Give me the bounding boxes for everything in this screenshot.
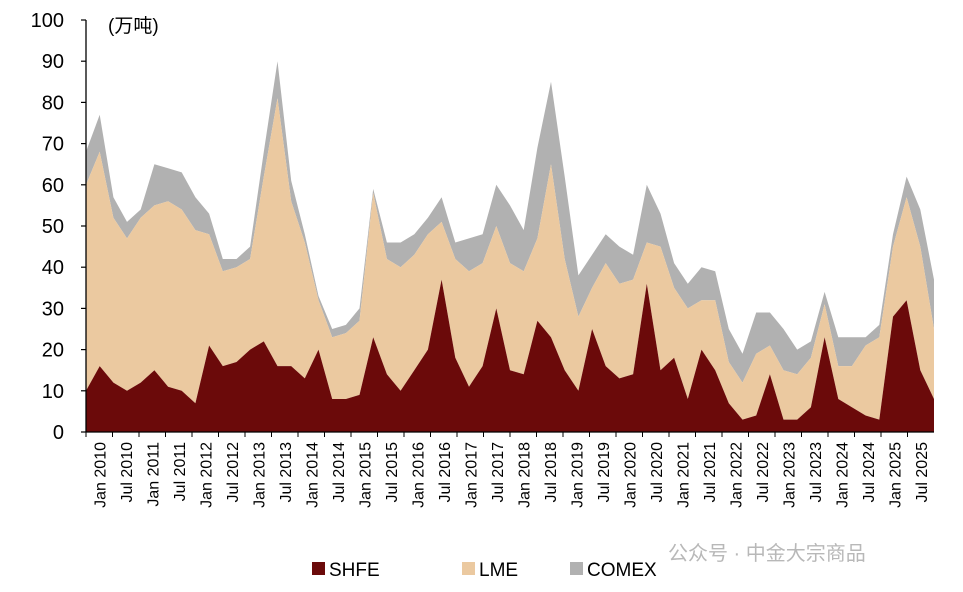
x-tick-label: Jul 2025 xyxy=(914,442,931,503)
x-tick-labels: Jan 2010 Jul 2010 Jan 2011 Jul 2011 Jan 2012… xyxy=(85,432,931,508)
x-tick-label: Jan 2017 xyxy=(463,442,480,508)
x-tick-label: Jan 2014 xyxy=(304,442,321,508)
x-tick-label: Jan 2024 xyxy=(834,442,851,508)
x-tick-label: Jan 2016 xyxy=(410,442,427,508)
y-tick-label: 50 xyxy=(42,216,64,238)
x-tick-label: Jan 2025 xyxy=(887,442,904,508)
legend-swatch-lme xyxy=(462,562,475,575)
x-tick-label: Jan 2013 xyxy=(251,442,268,508)
y-tick-labels: 0 10 20 30 40 50 60 70 80 90 100 xyxy=(31,10,86,444)
x-tick-label: Jul 2022 xyxy=(755,442,772,503)
x-tick-label: Jul 2016 xyxy=(437,442,454,503)
x-tick-label: Jan 2012 xyxy=(198,442,215,508)
y-tick-label: 100 xyxy=(31,10,64,32)
x-tick-label: Jan 2023 xyxy=(781,442,798,508)
y-tick-label: 30 xyxy=(42,298,64,320)
legend-label-comex: COMEX xyxy=(587,560,657,581)
x-tick-label: Jul 2018 xyxy=(543,442,560,503)
watermark-text: 公众号 · 中金大宗商品 xyxy=(668,542,866,565)
x-tick-label: Jul 2024 xyxy=(861,442,878,503)
x-tick-label: Jan 2011 xyxy=(145,442,162,507)
legend-swatch-shfe xyxy=(312,562,325,575)
x-tick-label: Jul 2015 xyxy=(384,442,401,503)
y-tick-label: 10 xyxy=(42,381,64,403)
y-tick-label: 60 xyxy=(42,175,64,197)
x-tick-label: Jan 2020 xyxy=(622,442,639,508)
legend-label-lme: LME xyxy=(479,560,518,581)
x-tick-label: Jul 2020 xyxy=(649,442,666,503)
y-tick-label: 90 xyxy=(42,51,64,73)
x-tick-label: Jan 2010 xyxy=(92,442,109,508)
x-tick-label: Jul 2017 xyxy=(490,442,507,503)
x-tick-label: Jan 2018 xyxy=(516,442,533,508)
legend-swatch-comex xyxy=(570,562,583,575)
x-tick-label: Jul 2011 xyxy=(172,442,189,501)
area-lme xyxy=(86,98,934,420)
plot-area xyxy=(86,61,934,432)
area-comex xyxy=(86,61,934,383)
y-tick-label: 40 xyxy=(42,257,64,279)
legend-label-shfe: SHFE xyxy=(329,560,380,581)
area-shfe xyxy=(86,279,934,432)
x-tick-label: Jan 2022 xyxy=(728,442,745,508)
x-tick-label: Jan 2015 xyxy=(357,442,374,508)
x-tick-label: Jan 2021 xyxy=(675,442,692,508)
y-tick-label: 0 xyxy=(53,422,64,444)
x-tick-label: Jul 2013 xyxy=(278,442,295,503)
x-tick-label: Jan 2019 xyxy=(569,442,586,508)
legend: SHFE LME COMEX xyxy=(312,560,657,581)
y-tick-label: 80 xyxy=(42,92,64,114)
x-tick-label: Jul 2021 xyxy=(702,442,719,503)
y-unit-label: (万吨) xyxy=(108,15,159,37)
y-tick-label: 70 xyxy=(42,134,64,156)
x-tick-label: Jul 2010 xyxy=(119,442,136,503)
y-tick-label: 20 xyxy=(42,340,64,362)
x-tick-label: Jul 2019 xyxy=(596,442,613,503)
x-tick-label: Jul 2014 xyxy=(331,442,348,503)
x-tick-label: Jul 2023 xyxy=(808,442,825,503)
x-tick-label: Jul 2012 xyxy=(225,442,242,503)
